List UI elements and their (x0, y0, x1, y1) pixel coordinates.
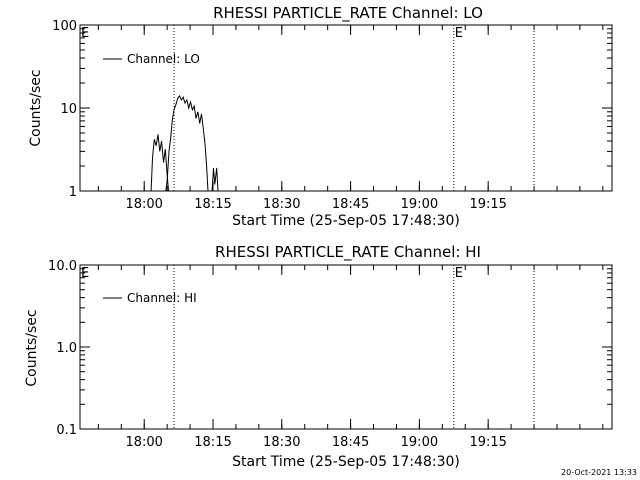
panel-hi-corner-label: E (81, 266, 89, 281)
panel-hi-x-tick-label: 18:00 (125, 435, 162, 450)
panel-lo-x-tick-label: 18:45 (332, 197, 369, 212)
panel-lo-y-ticks: 1 10 100 (52, 19, 612, 200)
panel-hi-y-tick-label: 0.1 (56, 423, 77, 438)
panel-hi-legend-label: Channel: HI (127, 291, 197, 305)
panel-hi-legend: Channel: HI (103, 291, 197, 305)
panel-lo-y-axis-label: Counts/sec (28, 69, 44, 146)
panel-lo-series-line (150, 134, 169, 192)
panel-lo-series-line (211, 167, 219, 192)
panel-lo-x-ticks: 18:00 18:15 18:30 18:45 19:00 19:15 (97, 25, 604, 212)
panel-lo-plot-frame (79, 24, 613, 192)
footer-timestamp: 20-Oct-2021 13:33 (561, 468, 637, 477)
panel-hi: RHESSI PARTICLE_RATE Channel: HI 0.1 1.0 1… (24, 243, 613, 470)
panel-hi-y-tick-label: 1.0 (56, 341, 77, 356)
panel-lo-y-tick-label: 10 (60, 102, 77, 117)
panel-hi-time-marker-label: E (455, 266, 463, 281)
panel-hi-x-tick-label: 18:15 (194, 435, 231, 450)
panel-hi-x-axis-label: Start Time (25-Sep-05 17:48:30) (232, 454, 460, 470)
panel-lo-time-markers: E (173, 25, 535, 191)
panel-lo-x-tick-label: 19:00 (401, 197, 438, 212)
panel-lo-corner-label: E (81, 26, 89, 41)
panel-hi-x-tick-label: 19:15 (469, 435, 506, 450)
panel-lo-y-tick-label: 100 (52, 19, 77, 34)
panel-hi-plot-frame (79, 264, 613, 430)
panel-hi-x-tick-label: 19:00 (401, 435, 438, 450)
panel-hi-time-markers: E (173, 265, 535, 429)
panel-lo-time-marker-label: E (455, 26, 463, 41)
panel-lo-y-tick-label: 1 (69, 185, 77, 200)
panel-lo-legend-label: Channel: LO (127, 52, 200, 66)
panel-hi-title: RHESSI PARTICLE_RATE Channel: HI (215, 243, 481, 262)
panel-hi-y-tick-label: 10.0 (48, 259, 77, 274)
panel-hi-x-tick-label: 18:45 (332, 435, 369, 450)
panel-hi-x-ticks: 18:00 18:15 18:30 18:45 19:00 19:15 (97, 265, 604, 450)
panel-lo-series (150, 94, 219, 192)
panel-hi-x-tick-label: 18:30 (263, 435, 300, 450)
panel-lo-series-line (165, 94, 209, 192)
panel-lo-x-axis-label: Start Time (25-Sep-05 17:48:30) (232, 213, 460, 229)
panel-hi-y-ticks: 0.1 1.0 10.0 (48, 259, 612, 438)
panel-lo-x-tick-label: 18:00 (125, 197, 162, 212)
panel-lo-title: RHESSI PARTICLE_RATE Channel: LO (213, 4, 483, 23)
panel-lo: RHESSI PARTICLE_RATE Channel: LO 110100 … (28, 4, 613, 229)
panel-lo-x-tick-label: 18:30 (263, 197, 300, 212)
panel-hi-y-axis-label: Counts/sec (24, 309, 40, 386)
panel-lo-x-tick-label: 18:15 (194, 197, 231, 212)
panel-lo-x-tick-label: 19:15 (469, 197, 506, 212)
panel-lo-legend: Channel: LO (103, 52, 200, 66)
